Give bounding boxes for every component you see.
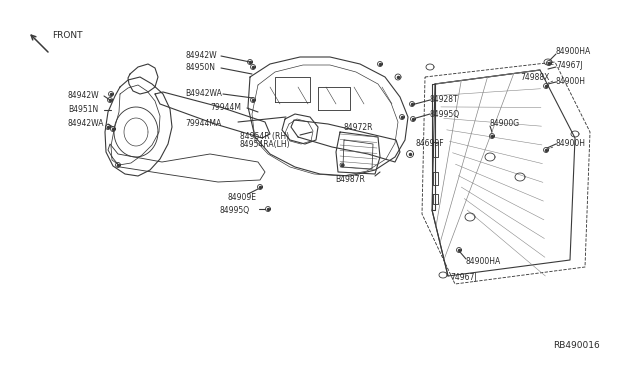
- Text: 74967J: 74967J: [450, 273, 477, 282]
- Text: 79944MA: 79944MA: [185, 119, 221, 128]
- Text: 84942W: 84942W: [68, 92, 100, 100]
- Text: 74988X: 74988X: [520, 73, 549, 81]
- Text: B4951N: B4951N: [68, 106, 99, 115]
- Text: 84954R (RH): 84954R (RH): [240, 131, 289, 141]
- Text: 74967J: 74967J: [556, 61, 582, 71]
- Text: 84900HA: 84900HA: [466, 257, 501, 266]
- Text: 84954RA(LH): 84954RA(LH): [240, 140, 291, 148]
- Text: 84699F: 84699F: [415, 140, 444, 148]
- Text: 79944M: 79944M: [210, 103, 241, 112]
- Text: 84900G: 84900G: [490, 119, 520, 128]
- Text: 84972R: 84972R: [344, 122, 374, 131]
- Text: 84942WA: 84942WA: [68, 119, 104, 128]
- Text: B4987R: B4987R: [335, 174, 365, 183]
- Text: 84900H: 84900H: [556, 77, 586, 87]
- Text: RB490016: RB490016: [553, 341, 600, 350]
- Text: B4942WA: B4942WA: [185, 90, 222, 99]
- Text: 84900HA: 84900HA: [556, 48, 591, 57]
- Text: 84942W: 84942W: [185, 51, 216, 61]
- Text: 84909E: 84909E: [228, 192, 257, 202]
- Text: 84995Q: 84995Q: [220, 205, 250, 215]
- Text: 84900H: 84900H: [556, 140, 586, 148]
- Text: 84928T: 84928T: [430, 96, 459, 105]
- Text: 84995Q: 84995Q: [430, 109, 460, 119]
- Text: FRONT: FRONT: [52, 32, 83, 41]
- Text: 84950N: 84950N: [185, 64, 215, 73]
